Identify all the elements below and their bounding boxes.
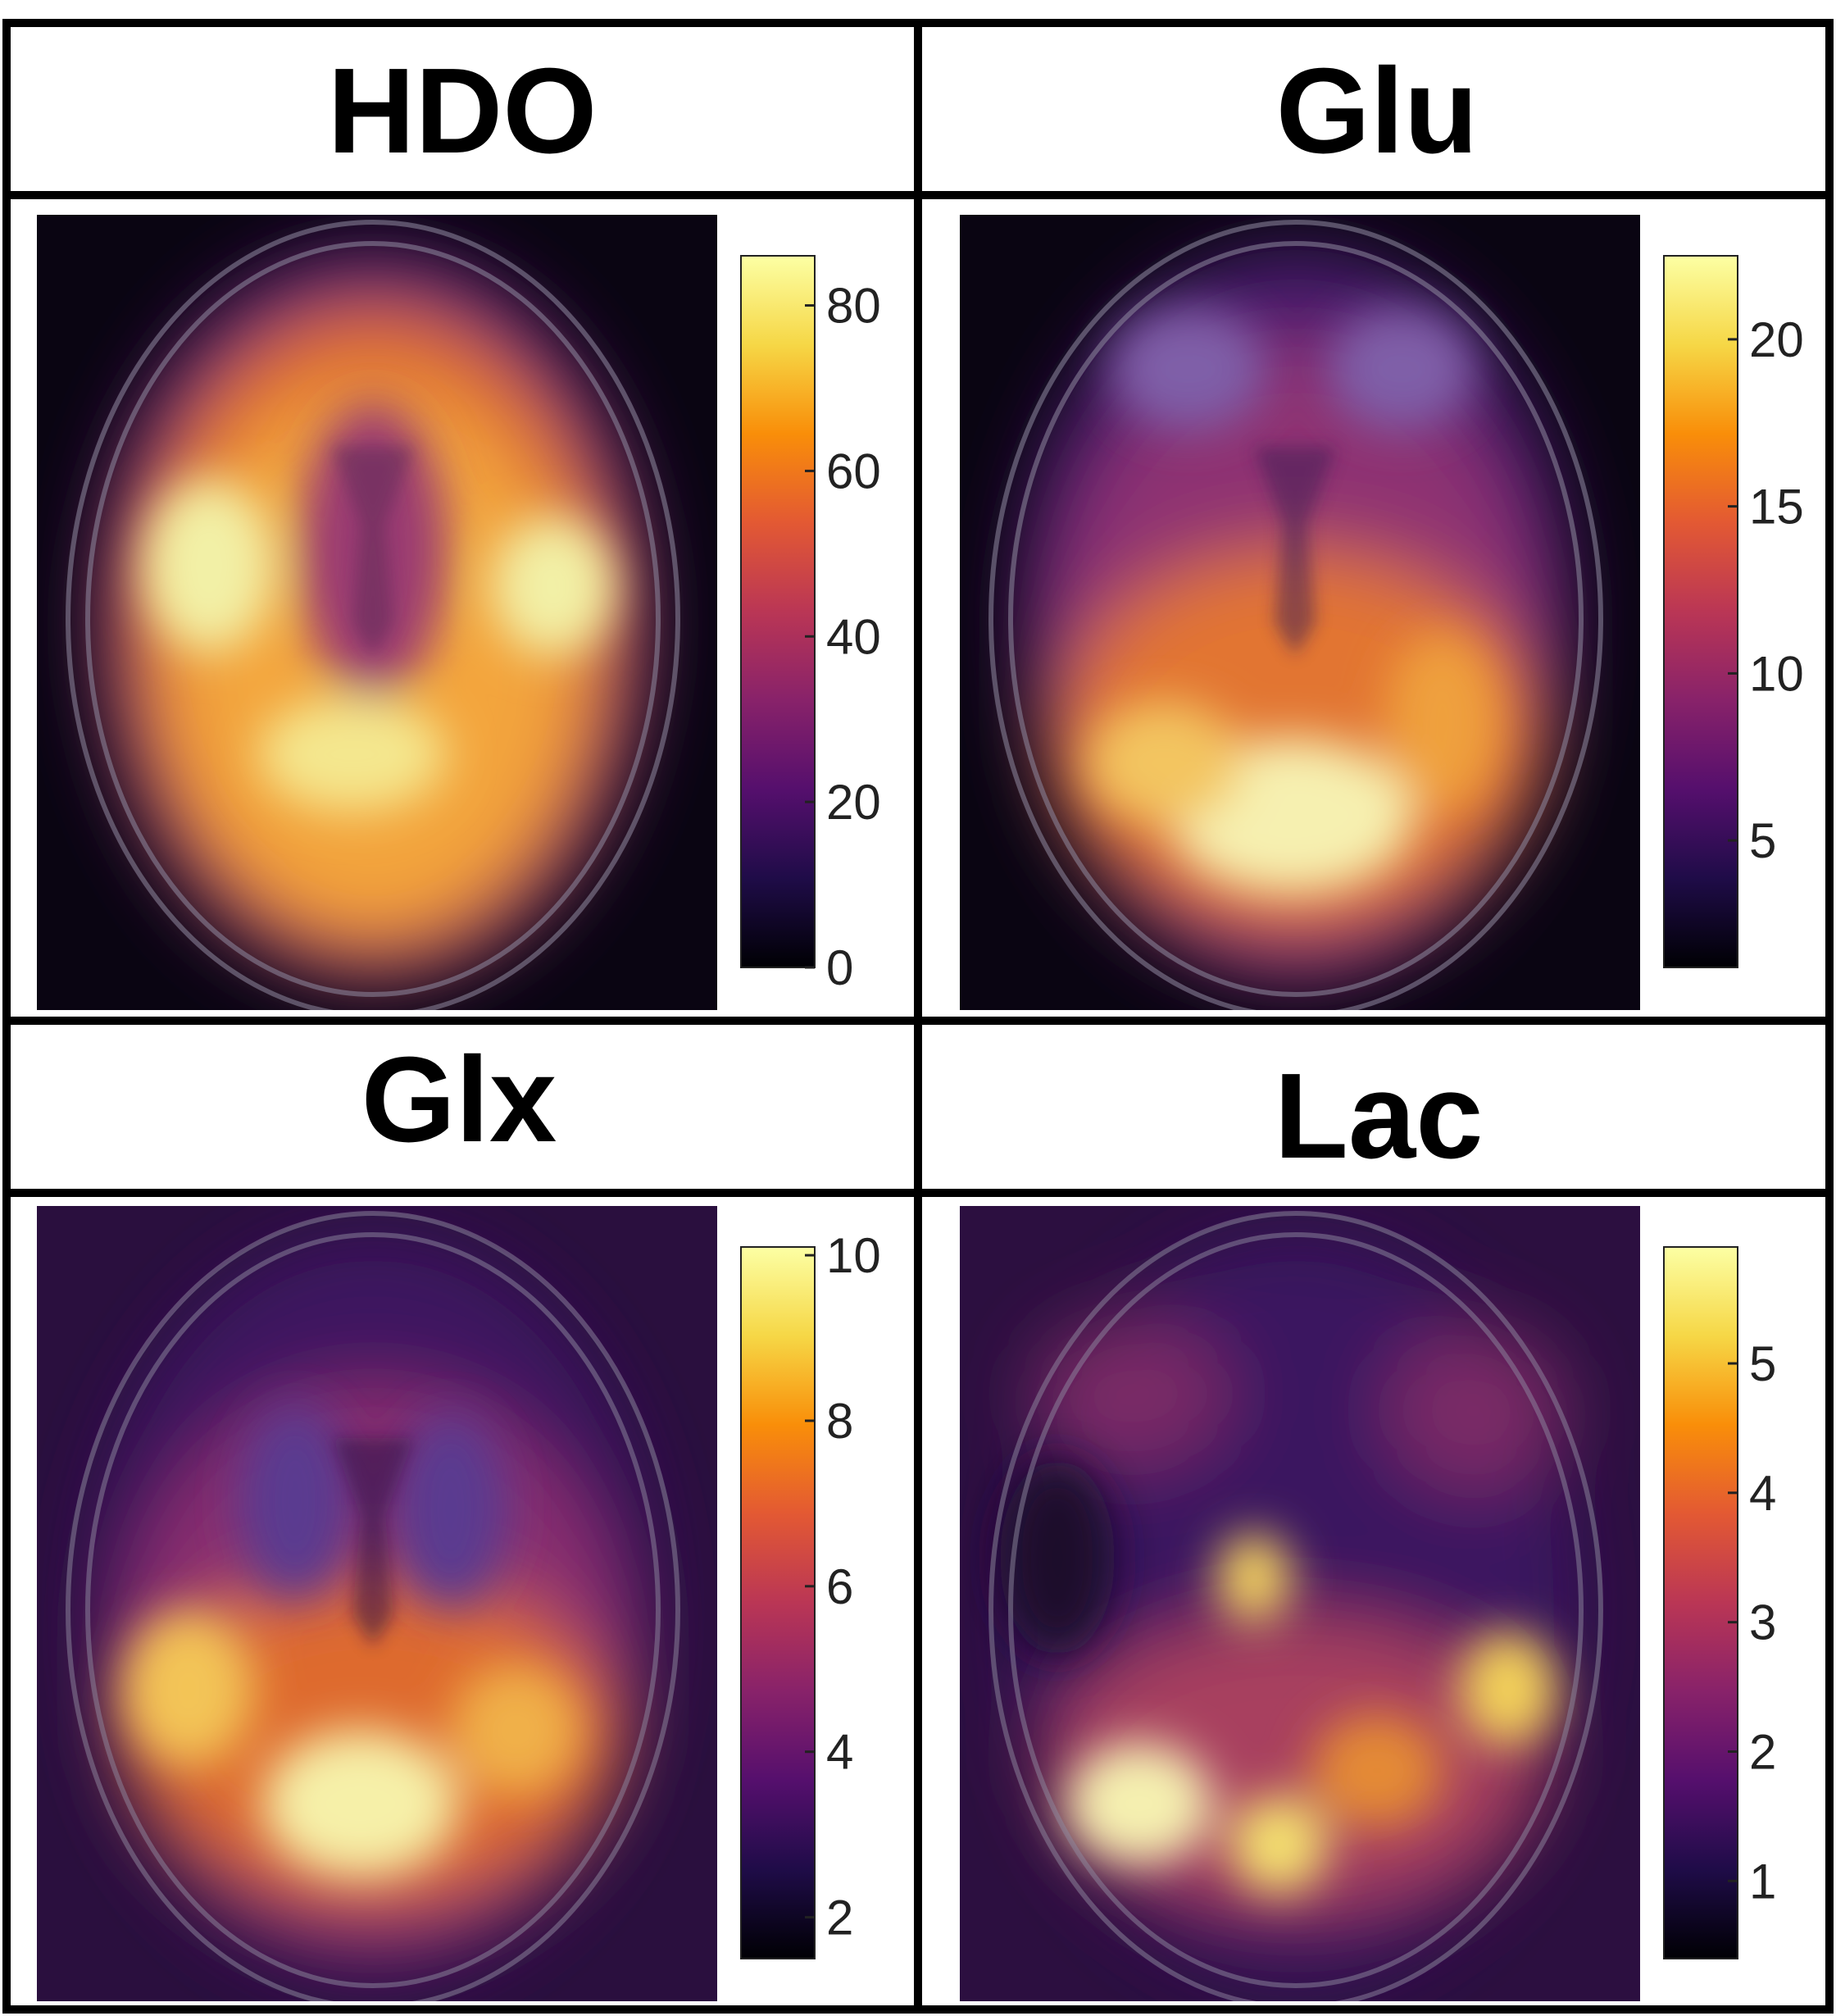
colorbar: 0 20 40 60 80 (740, 255, 881, 995)
colorbar-tick-label: 3 (1749, 1595, 1776, 1650)
panel-lac: Lac 1 2 3 4 5 (960, 1049, 1776, 2001)
colorbar-ticks: 0 20 40 60 80 (805, 279, 881, 995)
colorbar-tick-label: 4 (826, 1725, 853, 1780)
colorbar: 1 2 3 4 5 (1663, 1246, 1776, 1959)
panel-title: Glu (1276, 43, 1479, 179)
colorbar-tick-label: 80 (826, 279, 881, 334)
colorbar-tick-label: 5 (1749, 813, 1776, 868)
colorbar-tick-label: 10 (1749, 646, 1804, 701)
colorbar-tick-label: 15 (1749, 480, 1804, 535)
colorbar-ticks: 2 4 6 8 10 (805, 1228, 881, 1945)
colorbar-tick-label: 20 (1749, 312, 1804, 367)
brain-map (37, 215, 717, 1010)
colorbar-tick-label: 2 (1749, 1724, 1776, 1779)
brain-map (960, 215, 1640, 1010)
panel-glx: Glx 2 4 6 8 10 (37, 1032, 881, 2001)
colorbar-tick-label: 10 (826, 1228, 881, 1283)
colorbar-ticks: 5 10 15 20 (1728, 312, 1804, 868)
colorbar-tick-label: 1 (1749, 1854, 1776, 1909)
panel-title: Lac (1274, 1049, 1483, 1184)
brain-map (960, 1206, 1640, 2001)
grid-frame (2, 19, 1834, 2014)
colorbar-tick-label: 6 (826, 1559, 853, 1614)
colorbar-fill (740, 255, 816, 968)
colorbar-tick-label: 20 (826, 775, 881, 830)
colorbar-tick-label: 8 (826, 1394, 853, 1449)
colorbar-tick-label: 60 (826, 444, 881, 498)
colorbar-tick-label: 40 (826, 609, 881, 664)
colorbar-tick-label: 0 (826, 940, 853, 995)
brain-map (37, 1206, 717, 2001)
colorbar: 5 10 15 20 (1663, 255, 1804, 968)
colorbar-tick-label: 2 (826, 1891, 853, 1945)
colorbar-fill (1663, 255, 1738, 968)
colorbar-fill (1663, 1246, 1738, 1959)
panel-title: Glx (361, 1032, 557, 1167)
colorbar-tick-label: 4 (1749, 1466, 1776, 1521)
panel-hdo: HDO 0 20 40 60 80 (37, 43, 881, 1010)
colorbar-tick-label: 5 (1749, 1336, 1776, 1391)
colorbar-ticks: 1 2 3 4 5 (1728, 1336, 1776, 1909)
colorbar: 2 4 6 8 10 (740, 1228, 881, 1959)
colorbar-fill (740, 1246, 816, 1959)
panel-title: HDO (328, 43, 598, 179)
